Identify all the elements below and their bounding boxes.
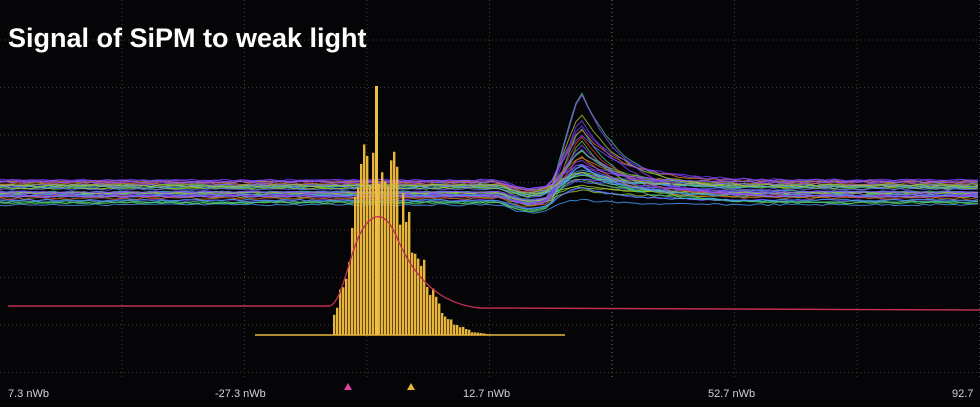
histogram-peak (375, 86, 378, 335)
histogram-bar (360, 164, 362, 335)
histogram-bar (405, 222, 407, 335)
histogram-bar (402, 193, 404, 335)
histogram-bar (351, 228, 353, 335)
oscilloscope-screen: Signal of SiPM to weak light 7.3 nWb -27… (0, 0, 980, 407)
histogram-bar (390, 160, 392, 335)
histogram-bar (354, 197, 356, 335)
histogram-bar (435, 297, 437, 335)
histogram-bar (432, 288, 434, 335)
histogram-bar (396, 167, 398, 335)
histogram-bar (339, 290, 341, 335)
histogram-bar (423, 260, 425, 335)
histogram-bar (369, 185, 371, 335)
histogram-bar (414, 254, 416, 335)
title: Signal of SiPM to weak light (8, 23, 367, 53)
histogram-bar (456, 325, 458, 335)
axis-label: 7.3 nWb (8, 388, 49, 400)
histogram-bar (462, 327, 464, 335)
histogram-bar (363, 144, 365, 335)
histogram-bar (453, 325, 455, 335)
histogram-bar (342, 287, 344, 335)
histogram-bar (429, 295, 431, 335)
histogram-bar (357, 187, 359, 335)
histogram-bar (465, 329, 467, 335)
histogram-bar (384, 181, 386, 335)
histogram-bar (348, 262, 350, 335)
histogram-bar (450, 319, 452, 335)
histogram-bar (372, 153, 374, 335)
histogram-bar (393, 152, 395, 335)
histogram-bar (459, 327, 461, 335)
histogram-bar (381, 172, 383, 335)
histogram-bar (417, 259, 419, 335)
histogram-bar (333, 315, 335, 335)
histogram-bar (378, 184, 380, 335)
histogram-bar (408, 212, 410, 335)
histogram-bar (438, 303, 440, 335)
histogram-bar (441, 313, 443, 335)
histogram-bar (336, 308, 338, 335)
histogram-bar (468, 330, 470, 335)
histogram-bar (366, 156, 368, 335)
histogram-bar (399, 225, 401, 335)
histogram-bar (444, 317, 446, 335)
histogram-bar (426, 287, 428, 335)
axis-label: 12.7 nWb (463, 388, 510, 400)
axis-label: -27.3 nWb (215, 388, 266, 400)
histogram-bar (387, 186, 389, 335)
axis-label: 52.7 nWb (708, 388, 755, 400)
histogram-bar (447, 319, 449, 335)
axis-label: 92.7 (952, 388, 973, 400)
histogram-bar (345, 279, 347, 335)
